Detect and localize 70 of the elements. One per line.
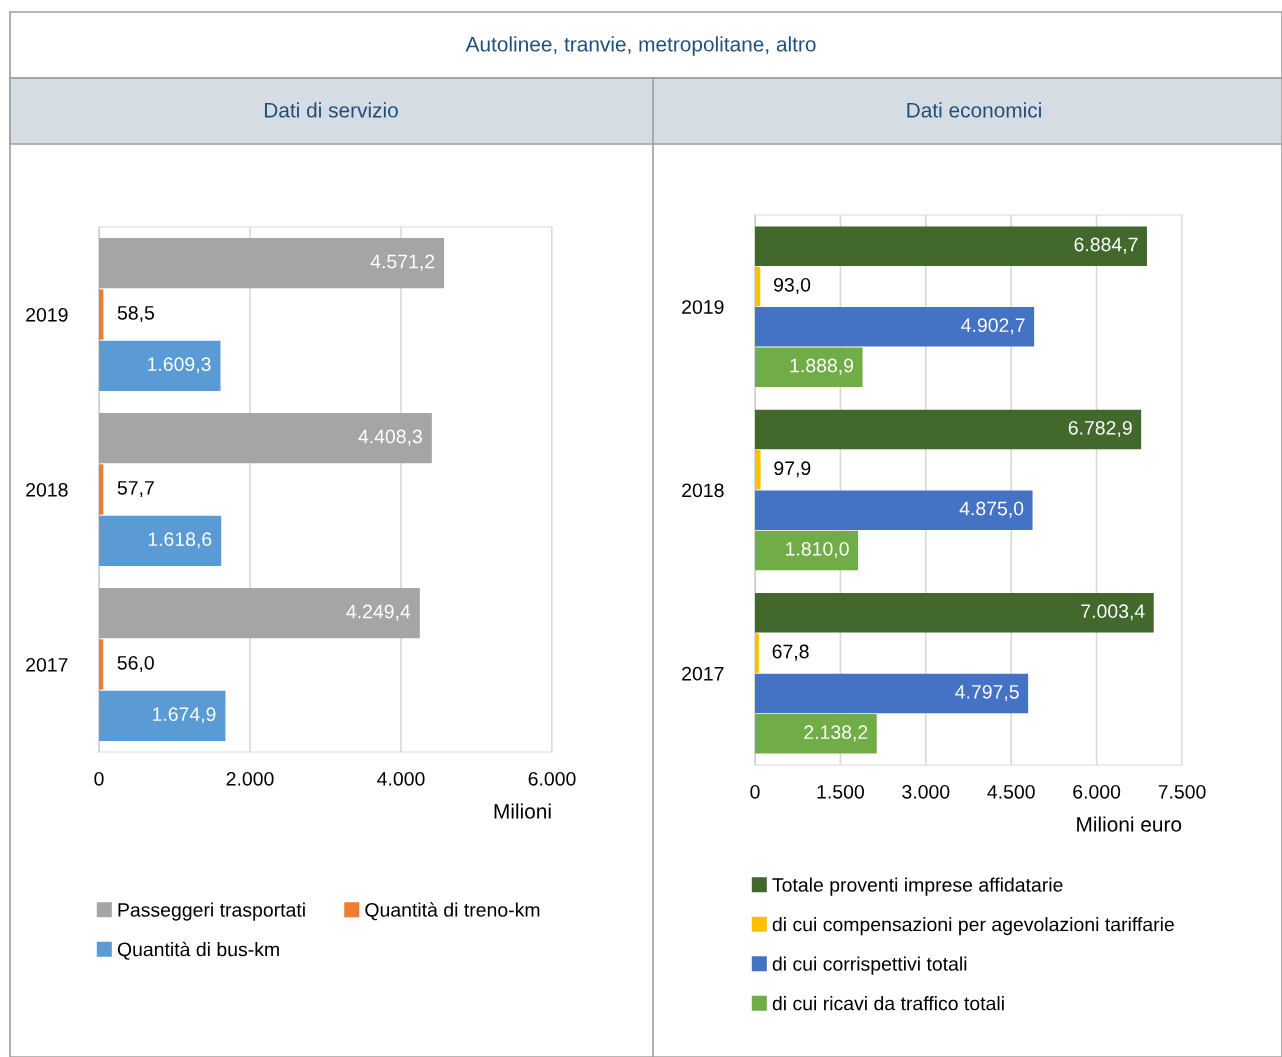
chart-title: Dati di servizio bbox=[264, 102, 398, 118]
bar bbox=[755, 530, 859, 571]
x-axis-title: Milioni bbox=[494, 803, 551, 819]
bar bbox=[99, 238, 445, 289]
legend-label: di cui corrispettivi totali bbox=[772, 956, 967, 975]
bar bbox=[99, 639, 104, 690]
legend-label: Quantità di treno-km bbox=[365, 902, 540, 921]
chart-title: Dati economici bbox=[907, 102, 1041, 118]
bar bbox=[755, 347, 863, 387]
legend-label: Totale proventi imprese affidatarie bbox=[772, 877, 1063, 896]
bar bbox=[755, 409, 1142, 450]
data-label: 56,0 bbox=[117, 655, 154, 673]
bar bbox=[99, 289, 104, 340]
data-label: 4.875,0 bbox=[959, 501, 1024, 518]
bar bbox=[99, 340, 221, 391]
legend-label: Quantità di bus-km bbox=[117, 941, 279, 960]
y-tick-label: 2018 bbox=[682, 483, 724, 498]
legend-label: Passeggeri trasportati bbox=[118, 902, 305, 921]
x-tick-label: 2.000 bbox=[226, 771, 274, 786]
x-tick-label: 1.500 bbox=[817, 784, 864, 799]
bar bbox=[755, 226, 1147, 266]
bar bbox=[99, 588, 420, 639]
x-tick-label: 3.000 bbox=[902, 784, 950, 799]
data-label: 4.408,3 bbox=[358, 429, 422, 446]
bar bbox=[99, 515, 222, 566]
bar bbox=[99, 464, 104, 515]
data-label: 1.609,3 bbox=[148, 357, 211, 374]
bar bbox=[755, 266, 761, 307]
bar bbox=[755, 307, 1035, 347]
y-tick-label: 2019 bbox=[682, 300, 724, 314]
data-label: 6.884,7 bbox=[1074, 237, 1138, 254]
y-tick-label: 2019 bbox=[26, 307, 68, 322]
data-label: 2.138,2 bbox=[804, 725, 868, 742]
data-label: 1.618,6 bbox=[148, 532, 212, 549]
x-tick-label: 6.000 bbox=[1073, 784, 1121, 799]
data-label: 58,5 bbox=[117, 305, 155, 323]
y-tick-label: 2018 bbox=[26, 482, 68, 497]
data-label: 4.249,4 bbox=[346, 604, 411, 621]
data-label: 6.782,9 bbox=[1068, 420, 1132, 438]
y-tick-label: 2017 bbox=[682, 666, 724, 681]
x-tick-label: 0 bbox=[94, 771, 104, 786]
data-label: 4.797,5 bbox=[955, 684, 1019, 702]
x-axis-title: Milioni euro bbox=[1077, 816, 1182, 832]
bar bbox=[99, 413, 432, 464]
bar bbox=[755, 633, 759, 673]
data-label: 1.674,9 bbox=[153, 707, 216, 724]
data-label: 7.003,4 bbox=[1081, 604, 1145, 621]
bar bbox=[755, 593, 1154, 633]
legend-label: di cui compensazioni per agevolazioni tariffarie bbox=[772, 917, 1174, 936]
data-label: 1.888,9 bbox=[790, 358, 854, 375]
data-label: 4.571,2 bbox=[370, 254, 435, 271]
bar bbox=[755, 450, 761, 490]
bar bbox=[755, 490, 1033, 530]
x-tick-label: 7.500 bbox=[1158, 784, 1206, 799]
x-tick-label: 0 bbox=[750, 784, 760, 799]
bar bbox=[755, 714, 877, 754]
bar bbox=[99, 690, 226, 741]
text: Autolinee, tranvie, metropolitane, altro bbox=[465, 36, 816, 56]
x-tick-label: 6.000 bbox=[528, 771, 576, 786]
legend-label: di cui ricavi da traffico totali bbox=[772, 996, 1004, 1011]
data-label: 67,8 bbox=[772, 644, 809, 661]
bar bbox=[755, 673, 1029, 714]
x-tick-label: 4.000 bbox=[377, 771, 425, 786]
data-label: 1.810,0 bbox=[786, 541, 849, 559]
data-label: 97,9 bbox=[774, 461, 811, 478]
x-tick-label: 4.500 bbox=[987, 784, 1035, 799]
data-label: 4.902,7 bbox=[961, 318, 1025, 335]
y-tick-label: 2017 bbox=[26, 657, 68, 672]
data-label: 57,7 bbox=[117, 481, 154, 498]
data-label: 93,0 bbox=[774, 277, 811, 295]
